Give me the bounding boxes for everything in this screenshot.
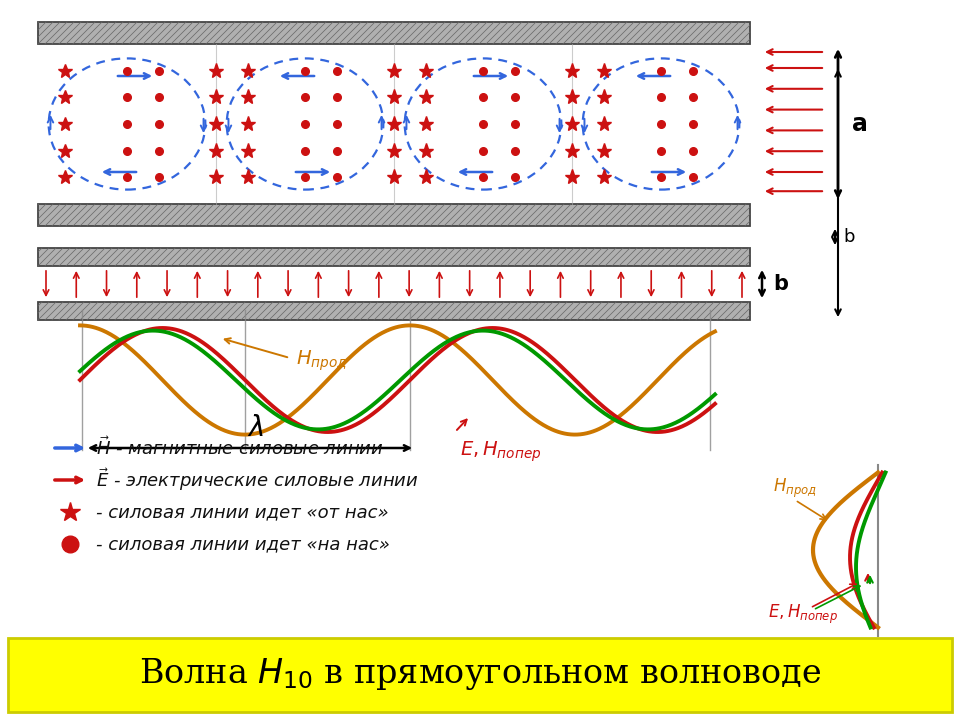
Text: $H_{прод}$: $H_{прод}$	[773, 477, 817, 500]
Text: - силовая линии идет «на нас»: - силовая линии идет «на нас»	[96, 535, 390, 553]
Text: $H_{прод}$: $H_{прод}$	[296, 348, 348, 373]
Bar	[8, 638, 952, 712]
Text: $E, H_{попер}$: $E, H_{попер}$	[768, 603, 838, 626]
Text: $\vec{E}$ - электрические силовые линии: $\vec{E}$ - электрические силовые линии	[96, 467, 419, 493]
Text: $E,H_{попер}$: $E,H_{попер}$	[460, 440, 541, 464]
Text: b: b	[773, 274, 788, 294]
Text: $\lambda$: $\lambda$	[247, 414, 263, 442]
Bar	[38, 248, 750, 266]
Bar	[38, 22, 750, 44]
Text: a: a	[852, 112, 868, 136]
Bar	[38, 302, 750, 320]
Text: - силовая линии идет «от нас»: - силовая линии идет «от нас»	[96, 503, 389, 521]
Text: b: b	[843, 228, 854, 246]
Text: Волна $\mathit{H}_{10}$ в прямоугольном волноводе: Волна $\mathit{H}_{10}$ в прямоугольном …	[139, 656, 821, 692]
Text: $\vec{H}$ - магнитные силовые линии: $\vec{H}$ - магнитные силовые линии	[96, 436, 384, 459]
Bar	[38, 204, 750, 226]
